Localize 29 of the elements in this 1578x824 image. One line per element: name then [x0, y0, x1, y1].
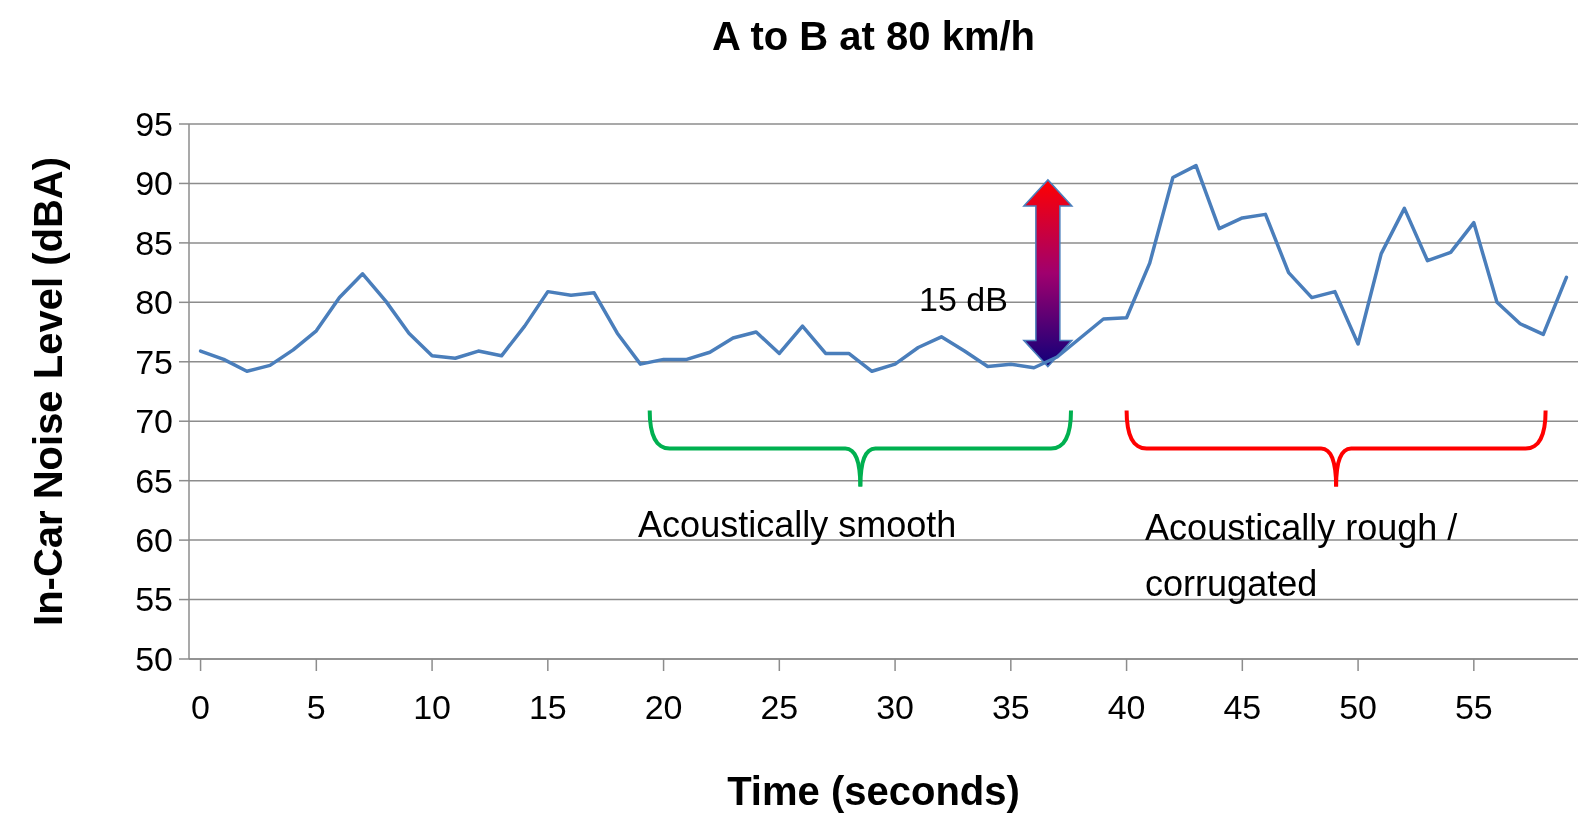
annotation: Acoustically rough / corrugated — [1145, 507, 1458, 604]
x-tick-label: 55 — [1454, 688, 1493, 726]
x-tick-label: 20 — [644, 688, 683, 726]
x-tick-label: 45 — [1223, 688, 1262, 726]
y-tick-label: 90 — [135, 164, 173, 203]
x-tick-label: 10 — [413, 688, 451, 726]
annotation: 15 dB — [919, 279, 1008, 318]
x-tick-label: 30 — [876, 688, 914, 726]
chart-title: A to B at 80 km/h — [711, 14, 1036, 58]
x-tick-label: 35 — [991, 688, 1030, 726]
y-tick-label: 80 — [135, 283, 173, 322]
x-tick-label: 15 — [528, 688, 567, 726]
y-tick-label: 70 — [135, 402, 173, 441]
x-tick-label: 25 — [760, 688, 799, 726]
x-tick-label: 50 — [1339, 688, 1377, 726]
y-tick-label: 50 — [135, 639, 173, 678]
y-tick-label: 85 — [135, 223, 173, 262]
y-tick-label: 75 — [135, 342, 173, 381]
annotation: Acoustically smooth — [638, 504, 957, 545]
x-tick-label: 0 — [191, 688, 211, 726]
y-tick-label: 55 — [135, 580, 173, 619]
line-series — [198, 163, 1569, 374]
x-tick-label: 5 — [306, 688, 326, 726]
y-tick-label: 60 — [135, 521, 173, 560]
x-axis-title: Time (seconds) — [727, 769, 1020, 813]
y-tick-label: 65 — [135, 461, 173, 500]
y-tick-label: 95 — [135, 104, 173, 143]
y-axis-title: In-Car Noise Level (dBA) — [26, 157, 70, 626]
x-tick-label: 40 — [1107, 688, 1146, 726]
